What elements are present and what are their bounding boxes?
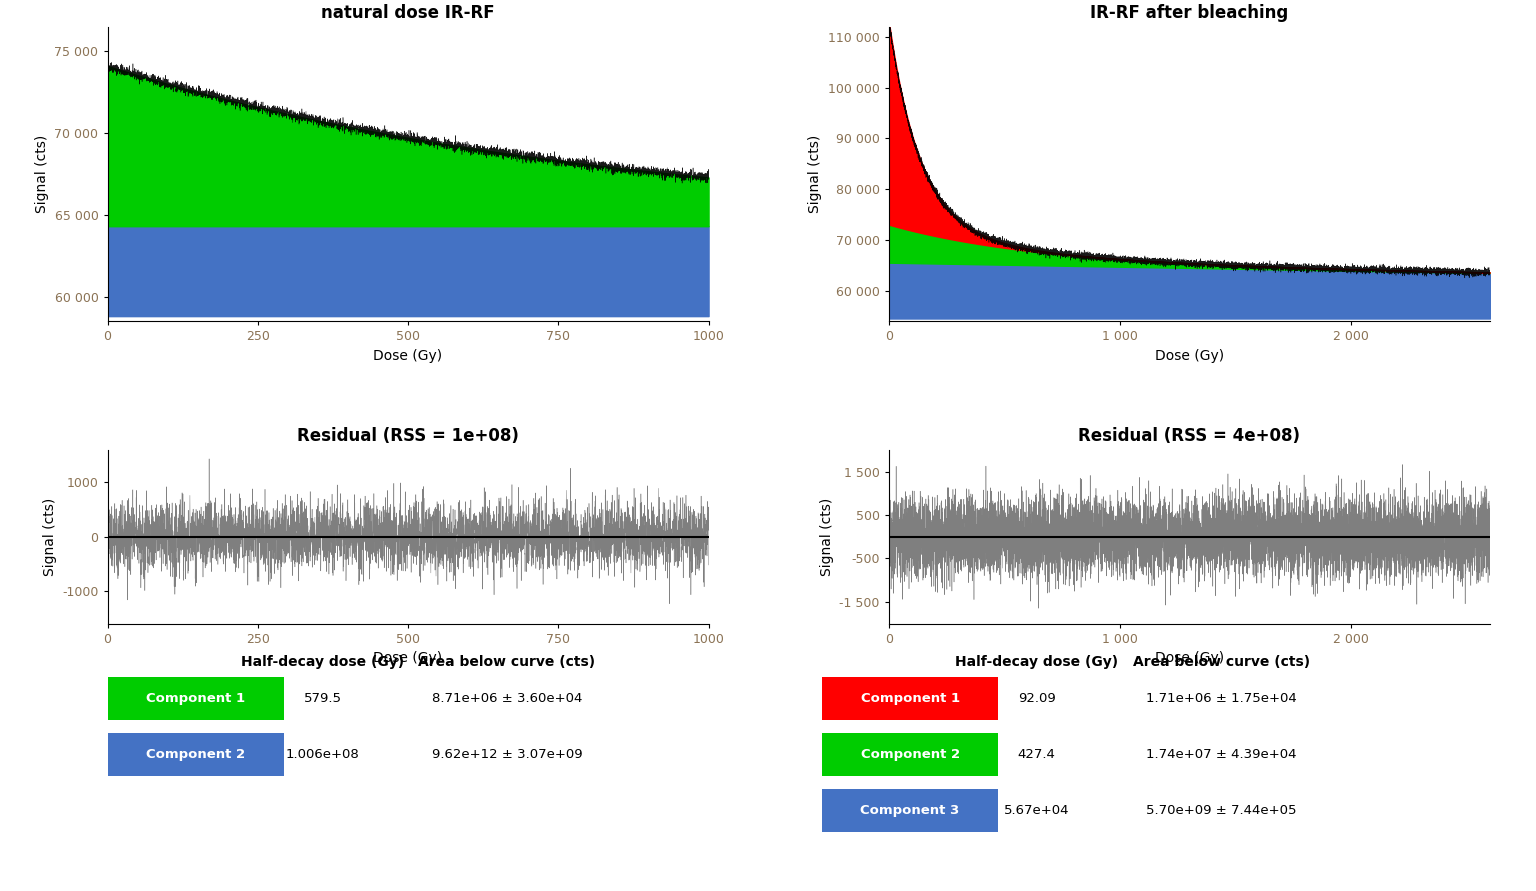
Y-axis label: Signal (cts): Signal (cts) xyxy=(35,135,49,213)
X-axis label: Dose (Gy): Dose (Gy) xyxy=(1155,651,1224,666)
Text: 1.006e+08: 1.006e+08 xyxy=(286,748,359,761)
Text: Area below curve (cts): Area below curve (cts) xyxy=(418,655,596,669)
Text: 427.4: 427.4 xyxy=(1018,748,1055,761)
Text: Half-decay dose (Gy): Half-decay dose (Gy) xyxy=(955,655,1118,669)
Y-axis label: Signal (cts): Signal (cts) xyxy=(43,497,57,576)
Title: IR-RF after bleaching: IR-RF after bleaching xyxy=(1091,4,1289,22)
Title: Residual (RSS = 1e+08): Residual (RSS = 1e+08) xyxy=(296,428,519,446)
Text: 579.5: 579.5 xyxy=(304,692,341,705)
Text: Component 2: Component 2 xyxy=(146,748,246,761)
X-axis label: Dose (Gy): Dose (Gy) xyxy=(373,651,442,666)
X-axis label: Dose (Gy): Dose (Gy) xyxy=(1155,348,1224,363)
Text: 1.71e+06 ± 1.75e+04: 1.71e+06 ± 1.75e+04 xyxy=(1146,692,1296,705)
Text: 5.70e+09 ± 7.44e+05: 5.70e+09 ± 7.44e+05 xyxy=(1146,805,1296,817)
Text: Component 3: Component 3 xyxy=(860,805,960,817)
Text: 9.62e+12 ± 3.07e+09: 9.62e+12 ± 3.07e+09 xyxy=(432,748,582,761)
Text: 92.09: 92.09 xyxy=(1018,692,1055,705)
X-axis label: Dose (Gy): Dose (Gy) xyxy=(373,348,442,363)
Text: Component 1: Component 1 xyxy=(146,692,246,705)
Title: Residual (RSS = 4e+08): Residual (RSS = 4e+08) xyxy=(1078,428,1301,446)
Text: 1.74e+07 ± 4.39e+04: 1.74e+07 ± 4.39e+04 xyxy=(1146,748,1296,761)
Text: Component 1: Component 1 xyxy=(860,692,960,705)
Text: 5.67e+04: 5.67e+04 xyxy=(1005,805,1069,817)
Text: Half-decay dose (Gy): Half-decay dose (Gy) xyxy=(241,655,404,669)
Text: 8.71e+06 ± 3.60e+04: 8.71e+06 ± 3.60e+04 xyxy=(432,692,582,705)
Text: Component 2: Component 2 xyxy=(860,748,960,761)
Y-axis label: Signal (cts): Signal (cts) xyxy=(820,497,834,576)
Title: natural dose IR-RF: natural dose IR-RF xyxy=(321,4,495,22)
Y-axis label: Signal (cts): Signal (cts) xyxy=(808,135,822,213)
Text: Area below curve (cts): Area below curve (cts) xyxy=(1132,655,1310,669)
